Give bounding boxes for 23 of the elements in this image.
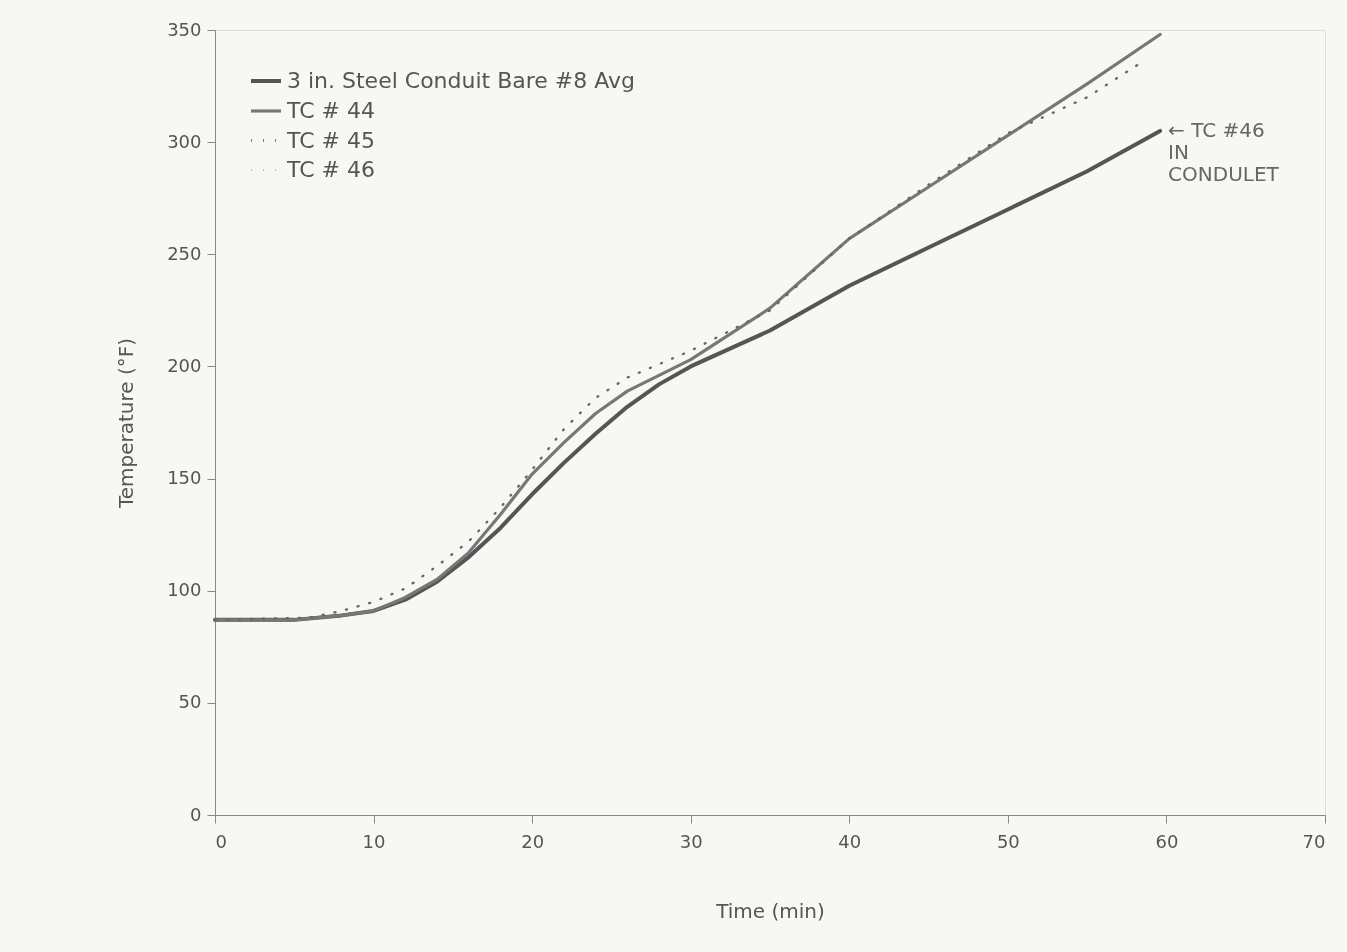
- y-tick-label: 50: [178, 691, 202, 713]
- x-tick-label: 40: [838, 830, 862, 852]
- x-tick-label: 70: [1302, 830, 1326, 852]
- y-tick-label: 150: [167, 467, 202, 489]
- y-tick-label: 350: [167, 18, 202, 40]
- y-tick-label: 0: [190, 803, 202, 825]
- legend-label: TC # 46: [286, 157, 375, 182]
- y-axis-title: Temperature (°F): [114, 337, 139, 510]
- y-tick-label: 250: [167, 242, 202, 264]
- y-tick-label: 200: [167, 354, 202, 376]
- legend-label: TC # 44: [286, 98, 375, 123]
- annotation: ← TC #46 IN CONDULET: [1168, 117, 1280, 186]
- legend-label: TC # 45: [286, 127, 375, 153]
- x-tick-label: 60: [1155, 830, 1179, 852]
- y-tick-label: 300: [167, 130, 202, 152]
- x-tick-label: 30: [679, 830, 703, 852]
- y-tick-label: 100: [167, 579, 202, 601]
- legend-label: 3 in. Steel Conduit Bare #8 Avg: [287, 68, 636, 93]
- x-tick-label: 10: [362, 830, 386, 852]
- x-tick-label: 0: [215, 830, 227, 852]
- x-axis-title: Time (min): [715, 898, 825, 923]
- x-tick-label: 50: [996, 830, 1020, 852]
- x-tick-label: 20: [521, 830, 545, 852]
